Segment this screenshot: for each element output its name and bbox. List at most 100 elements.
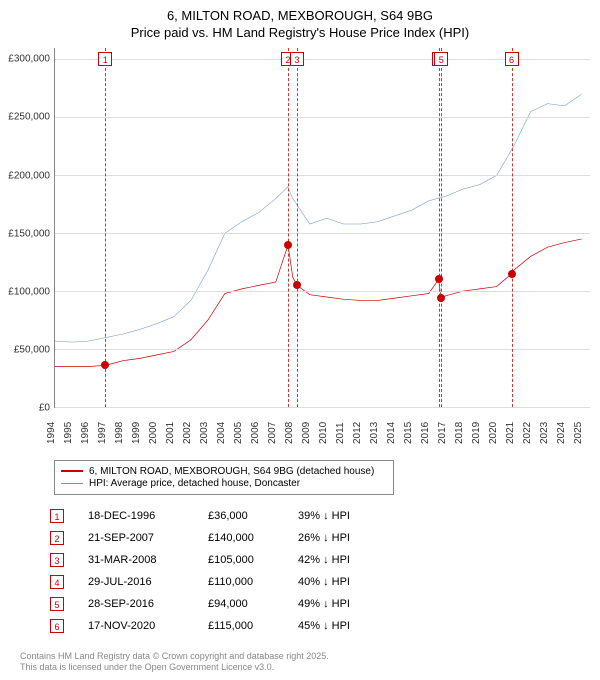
sales-table: 118-DEC-1996£36,00039% ↓ HPI 2 21-SEP-2007…	[50, 505, 590, 637]
sale-hpi-diff: 40% ↓ HPI	[298, 576, 408, 588]
sale-marker-line	[441, 48, 442, 407]
sale-row: 6 17-NOV-2020£115,00045% ↓ HPI	[50, 615, 590, 637]
y-axis: £0£50,000£100,000£150,000£200,000£250,00…	[10, 48, 54, 408]
y-tick-label: £0	[39, 402, 50, 413]
sale-row: 3 31-MAR-2008£105,00042% ↓ HPI	[50, 549, 590, 571]
sale-row: 2 21-SEP-2007£140,00026% ↓ HPI	[50, 527, 590, 549]
x-tick-label: 2003	[199, 422, 210, 444]
y-tick-label: £100,000	[8, 286, 50, 297]
x-tick-label: 2013	[369, 422, 380, 444]
series-line	[55, 94, 582, 342]
chart-area: £0 £50,000 £100,000 £150,000 £200,000 £250,00…	[10, 48, 590, 448]
sale-number-badge: 3	[50, 553, 64, 567]
sale-date: 28-SEP-2016	[88, 598, 208, 610]
x-tick-label: 2020	[488, 422, 499, 444]
x-tick-label: 1999	[131, 422, 142, 444]
legend-label: 6, MILTON ROAD, MEXBOROUGH, S64 9BG (det…	[89, 466, 374, 477]
x-axis: 1994199519961997199819992000200120022003…	[54, 408, 590, 448]
y-tick-label: £200,000	[8, 170, 50, 181]
x-tick-label: 2009	[301, 422, 312, 444]
series-line	[55, 239, 582, 366]
legend-swatch	[61, 470, 83, 472]
sale-row: 5 28-SEP-2016£94,00049% ↓ HPI	[50, 593, 590, 615]
x-tick-label: 2005	[233, 422, 244, 444]
grid-line	[55, 291, 590, 292]
sale-price: £115,000	[208, 620, 298, 632]
x-tick-label: 2006	[250, 422, 261, 444]
sale-hpi-diff: 42% ↓ HPI	[298, 554, 408, 566]
sale-price: £110,000	[208, 576, 298, 588]
sale-price: £105,000	[208, 554, 298, 566]
x-tick-label: 2024	[556, 422, 567, 444]
sale-marker-line	[105, 48, 106, 407]
chart-container: 6, MILTON ROAD, MEXBOROUGH, S64 9BG Pric…	[0, 0, 600, 680]
sale-price: £140,000	[208, 532, 298, 544]
x-tick-label: 2022	[522, 422, 533, 444]
legend-swatch	[61, 483, 83, 484]
x-tick-label: 2008	[284, 422, 295, 444]
x-tick-label: 2001	[165, 422, 176, 444]
sale-marker-line	[512, 48, 513, 407]
sale-hpi-diff: 49% ↓ HPI	[298, 598, 408, 610]
sale-point	[284, 241, 292, 249]
sale-point	[437, 294, 445, 302]
y-tick-label: £150,000	[8, 228, 50, 239]
sale-row: 4 29-JUL-2016£110,00040% ↓ HPI	[50, 571, 590, 593]
sale-date: 21-SEP-2007	[88, 532, 208, 544]
sale-marker-badge: 3	[290, 52, 304, 66]
sale-marker-badge: 1	[98, 52, 112, 66]
y-tick-label: £250,000	[8, 112, 50, 123]
x-tick-label: 2004	[216, 422, 227, 444]
grid-line	[55, 349, 590, 350]
sale-marker-badge: 6	[505, 52, 519, 66]
sale-point	[293, 281, 301, 289]
title-line1: 6, MILTON ROAD, MEXBOROUGH, S64 9BG	[167, 8, 433, 23]
sale-date: 17-NOV-2020	[88, 620, 208, 632]
x-tick-label: 1997	[97, 422, 108, 444]
sale-marker-line	[297, 48, 298, 407]
x-tick-label: 2019	[471, 422, 482, 444]
sale-marker-line	[288, 48, 289, 407]
x-tick-label: 2011	[335, 422, 346, 444]
sale-hpi-diff: 26% ↓ HPI	[298, 532, 408, 544]
footer-line2: This data is licensed under the Open Gov…	[20, 662, 274, 672]
sale-number-badge: 5	[50, 597, 64, 611]
y-tick-label: £300,000	[8, 54, 50, 65]
x-tick-label: 1996	[80, 422, 91, 444]
sale-point	[508, 270, 516, 278]
x-tick-label: 2014	[386, 422, 397, 444]
sale-date: 29-JUL-2016	[88, 576, 208, 588]
sale-number-badge: 2	[50, 531, 64, 545]
x-tick-label: 2012	[352, 422, 363, 444]
x-tick-label: 1995	[63, 422, 74, 444]
legend: 6, MILTON ROAD, MEXBOROUGH, S64 9BG (det…	[54, 460, 394, 495]
x-tick-label: 1998	[114, 422, 125, 444]
x-tick-label: 2010	[318, 422, 329, 444]
sale-marker-line	[439, 48, 440, 407]
grid-line	[55, 233, 590, 234]
x-tick-label: 2025	[573, 422, 584, 444]
x-tick-label: 2015	[403, 422, 414, 444]
grid-line	[55, 175, 590, 176]
sale-point	[101, 361, 109, 369]
sale-date: 31-MAR-2008	[88, 554, 208, 566]
sale-hpi-diff: 45% ↓ HPI	[298, 620, 408, 632]
sale-number-badge: 6	[50, 619, 64, 633]
sale-price: £36,000	[208, 510, 298, 522]
footer-attribution: Contains HM Land Registry data © Crown c…	[20, 651, 590, 674]
sale-hpi-diff: 39% ↓ HPI	[298, 510, 408, 522]
grid-line	[55, 117, 590, 118]
plot-area: 123456	[54, 48, 590, 408]
sale-number-badge: 1	[50, 509, 64, 523]
y-tick-label: £50,000	[14, 344, 50, 355]
legend-row: 6, MILTON ROAD, MEXBOROUGH, S64 9BG (det…	[61, 466, 387, 477]
legend-row: HPI: Average price, detached house, Donc…	[61, 478, 387, 489]
x-tick-label: 2018	[454, 422, 465, 444]
x-tick-label: 2002	[182, 422, 193, 444]
x-tick-label: 2000	[148, 422, 159, 444]
sale-number-badge: 4	[50, 575, 64, 589]
sale-row: 118-DEC-1996£36,00039% ↓ HPI	[50, 505, 590, 527]
sale-price: £94,000	[208, 598, 298, 610]
footer-line1: Contains HM Land Registry data © Crown c…	[20, 651, 329, 661]
line-svg	[55, 48, 590, 407]
